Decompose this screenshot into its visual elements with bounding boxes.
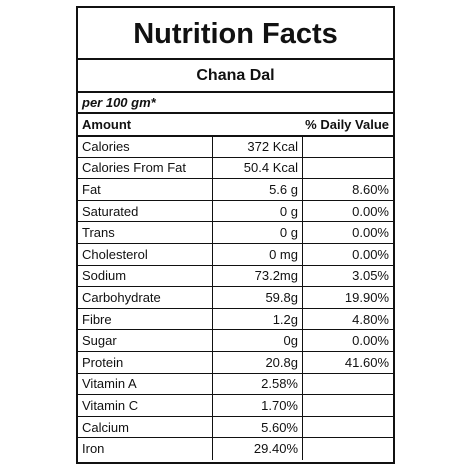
nutrient-amount: 50.4 Kcal (211, 157, 303, 180)
nutrient-amount: 0 mg (211, 243, 303, 266)
table-row: Sugar 0g 0.00% (78, 329, 393, 353)
nutrient-daily-value: 0.00% (302, 329, 393, 353)
table-header-row: Amount % Daily Value (78, 114, 393, 137)
table-row: Calories From Fat 50.4 Kcal (78, 157, 393, 180)
nutrient-daily-value: 8.60% (302, 178, 393, 201)
nutrient-name: Carbohydrate (78, 286, 212, 309)
table-row: Vitamin C 1.70% (78, 394, 393, 417)
amount-header: Amount (78, 114, 212, 137)
product-name: Chana Dal (78, 60, 393, 93)
nutrient-name: Protein (78, 351, 212, 374)
nutrient-name: Sugar (78, 329, 212, 353)
nutrient-rows: Calories 372 Kcal Calories From Fat 50.4 Kc… (78, 135, 394, 460)
table-row: Calcium 5.60% (78, 416, 393, 439)
nutrient-amount: 5.6 g (211, 178, 303, 201)
nutrient-daily-value: 0.00% (302, 200, 393, 223)
nutrient-amount: 29.40% (211, 437, 303, 460)
nutrient-amount: 1.70% (211, 394, 303, 417)
nutrient-name: Fibre (78, 308, 212, 331)
nutrient-amount: 73.2mg (211, 265, 303, 288)
nutrient-amount: 1.2g (211, 308, 303, 331)
table-row: Fat 5.6 g 8.60% (78, 178, 393, 201)
nutrient-name: Calories From Fat (78, 157, 212, 180)
nutrient-name: Vitamin C (78, 394, 212, 417)
table-row: Vitamin A 2.58% (78, 373, 393, 396)
label-title: Nutrition Facts (78, 8, 393, 60)
nutrient-daily-value (302, 157, 393, 180)
nutrient-daily-value (302, 394, 393, 417)
nutrient-daily-value: 3.05% (302, 265, 393, 288)
nutrition-table: Amount % Daily Value Calories 372 Kcal Cal… (78, 114, 393, 460)
nutrient-name: Iron (82, 441, 105, 457)
nutrient-amount: 0 g (211, 221, 303, 245)
nutrient-name: Calcium (78, 416, 212, 439)
nutrient-name: Trans (78, 221, 212, 245)
nutrient-amount: 5.60% (211, 416, 303, 439)
table-row: Carbohydrate 59.8g 19.90% (78, 286, 393, 309)
nutrient-amount: 20.8g (211, 351, 303, 374)
nutrient-name: Fat (78, 178, 212, 201)
table-row: Calories 372 Kcal (78, 135, 393, 158)
nutrient-amount: 59.8g (211, 286, 303, 309)
nutrient-daily-value (302, 416, 393, 439)
table-row: Iron 29.40% (78, 437, 394, 460)
table-row: Cholesterol 0 mg 0.00% (78, 243, 393, 266)
nutrient-daily-value (302, 135, 393, 158)
table-row: Saturated 0 g 0.00% (78, 200, 393, 223)
nutrient-name: Saturated (78, 200, 212, 223)
nutrient-amount: 2.58% (211, 373, 303, 396)
nutrient-name: Calories (78, 135, 212, 158)
nutrient-name: Cholesterol (78, 243, 212, 266)
nutrient-daily-value: 0.00% (302, 243, 393, 266)
nutrient-daily-value (303, 438, 394, 460)
table-row: Protein 20.8g 41.60% (78, 351, 393, 374)
table-row: Sodium 73.2mg 3.05% (78, 265, 393, 288)
nutrient-name: Sodium (78, 265, 212, 288)
nutrient-daily-value (302, 373, 393, 396)
nutrient-amount: 0 g (211, 200, 303, 223)
nutrient-name: Vitamin A (78, 373, 212, 396)
nutrient-daily-value: 4.80% (302, 308, 393, 331)
table-row: Fibre 1.2g 4.80% (78, 308, 393, 331)
nutrition-facts-label: Nutrition Facts Chana Dal per 100 gm* Am… (76, 6, 395, 464)
daily-value-header: % Daily Value (212, 114, 393, 137)
serving-size: per 100 gm* (78, 93, 393, 114)
nutrient-daily-value: 0.00% (302, 221, 393, 245)
nutrient-amount: 0g (211, 329, 303, 353)
nutrient-daily-value: 19.90% (302, 286, 393, 309)
nutrient-daily-value: 41.60% (302, 351, 393, 374)
table-row: Trans 0 g 0.00% (78, 221, 393, 245)
nutrient-amount: 372 Kcal (211, 135, 303, 158)
